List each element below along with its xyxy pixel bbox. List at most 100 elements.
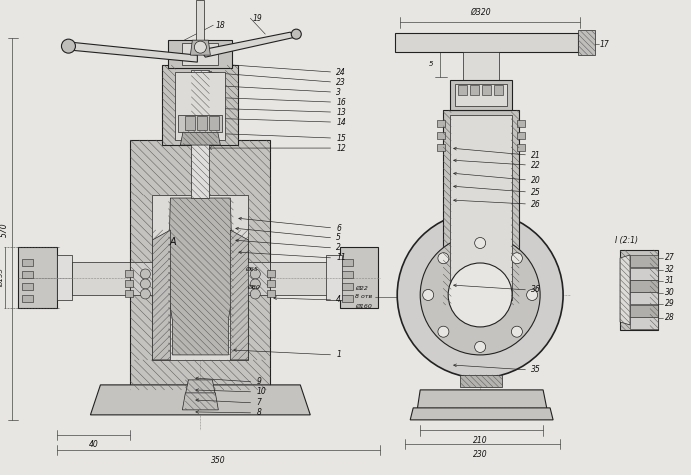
Text: A: A bbox=[169, 237, 176, 247]
Text: 8 отв: 8 отв bbox=[355, 294, 372, 299]
Text: 570: 570 bbox=[0, 223, 9, 238]
Text: 22: 22 bbox=[531, 161, 541, 170]
Polygon shape bbox=[185, 380, 216, 395]
Bar bbox=[437, 120, 445, 127]
Text: 6: 6 bbox=[337, 224, 341, 232]
Polygon shape bbox=[190, 40, 210, 55]
Polygon shape bbox=[70, 42, 198, 62]
Bar bbox=[463, 52, 499, 80]
Text: Ø80: Ø80 bbox=[247, 285, 261, 290]
Bar bbox=[342, 295, 353, 302]
Polygon shape bbox=[410, 408, 553, 420]
Polygon shape bbox=[176, 72, 225, 140]
Polygon shape bbox=[270, 262, 340, 295]
Bar bbox=[23, 259, 33, 266]
Circle shape bbox=[397, 212, 563, 378]
Circle shape bbox=[438, 253, 449, 264]
Circle shape bbox=[527, 289, 538, 301]
Text: Ø65: Ø65 bbox=[245, 267, 258, 272]
Text: 17: 17 bbox=[600, 39, 610, 48]
Polygon shape bbox=[131, 140, 270, 390]
Bar bbox=[460, 375, 502, 387]
Bar bbox=[437, 144, 445, 151]
Bar bbox=[342, 271, 353, 278]
Text: 9: 9 bbox=[256, 378, 261, 386]
Text: 19: 19 bbox=[252, 14, 262, 23]
Polygon shape bbox=[169, 40, 232, 68]
Text: 350: 350 bbox=[211, 456, 226, 465]
Text: 40: 40 bbox=[88, 440, 98, 449]
Bar bbox=[437, 132, 445, 139]
Text: 11: 11 bbox=[337, 254, 346, 263]
Text: 10: 10 bbox=[256, 388, 266, 397]
Text: 210: 210 bbox=[473, 436, 487, 445]
Text: Ø160: Ø160 bbox=[355, 304, 372, 308]
Bar bbox=[630, 280, 658, 292]
Circle shape bbox=[475, 238, 486, 248]
Bar bbox=[630, 268, 658, 280]
Polygon shape bbox=[182, 43, 218, 65]
Bar bbox=[443, 110, 519, 305]
Bar bbox=[267, 290, 275, 297]
Circle shape bbox=[423, 289, 434, 301]
Bar bbox=[450, 80, 512, 110]
Bar bbox=[125, 270, 133, 277]
Polygon shape bbox=[91, 385, 310, 415]
Bar bbox=[630, 317, 658, 329]
Bar bbox=[342, 283, 353, 290]
Text: 24: 24 bbox=[337, 67, 346, 76]
Polygon shape bbox=[73, 262, 131, 295]
Text: 29: 29 bbox=[665, 299, 675, 308]
Polygon shape bbox=[131, 262, 155, 295]
Text: 230: 230 bbox=[473, 450, 487, 459]
Text: Ø320: Ø320 bbox=[470, 8, 491, 17]
Text: 32: 32 bbox=[665, 266, 675, 275]
Polygon shape bbox=[230, 230, 248, 360]
Polygon shape bbox=[153, 230, 171, 360]
Polygon shape bbox=[395, 33, 578, 52]
Bar bbox=[517, 120, 525, 127]
Polygon shape bbox=[169, 198, 232, 355]
Bar bbox=[450, 115, 512, 300]
Circle shape bbox=[140, 279, 151, 289]
Polygon shape bbox=[620, 250, 658, 330]
Text: 36: 36 bbox=[531, 285, 541, 294]
Text: 13: 13 bbox=[337, 108, 346, 116]
Text: 8: 8 bbox=[256, 408, 261, 418]
Text: 2: 2 bbox=[337, 244, 341, 253]
Polygon shape bbox=[191, 70, 209, 198]
Bar bbox=[482, 85, 491, 95]
Bar bbox=[630, 305, 658, 317]
Circle shape bbox=[438, 326, 449, 337]
Polygon shape bbox=[620, 255, 630, 325]
Text: 25: 25 bbox=[531, 188, 541, 197]
Bar bbox=[455, 84, 507, 106]
Circle shape bbox=[140, 289, 151, 299]
Text: 15: 15 bbox=[337, 133, 346, 142]
Polygon shape bbox=[245, 262, 270, 295]
Circle shape bbox=[140, 269, 151, 279]
Bar bbox=[267, 270, 275, 277]
Polygon shape bbox=[200, 32, 295, 57]
Bar bbox=[630, 255, 658, 267]
Bar bbox=[185, 116, 196, 130]
Text: 5: 5 bbox=[428, 61, 433, 67]
Text: 14: 14 bbox=[337, 118, 346, 126]
Text: 7: 7 bbox=[256, 399, 261, 408]
Circle shape bbox=[511, 253, 522, 264]
Text: 30: 30 bbox=[665, 288, 675, 297]
Text: 21: 21 bbox=[531, 151, 541, 160]
Bar bbox=[23, 283, 33, 290]
Polygon shape bbox=[340, 247, 378, 308]
Circle shape bbox=[194, 41, 207, 53]
Bar bbox=[517, 132, 525, 139]
Circle shape bbox=[420, 235, 540, 355]
Polygon shape bbox=[180, 130, 220, 145]
Polygon shape bbox=[196, 0, 205, 43]
Text: 35: 35 bbox=[531, 365, 541, 374]
Text: 27: 27 bbox=[665, 254, 675, 263]
Text: Ø195: Ø195 bbox=[0, 268, 5, 287]
Text: I (2:1): I (2:1) bbox=[615, 236, 638, 245]
Text: 5: 5 bbox=[337, 234, 341, 243]
Circle shape bbox=[250, 279, 261, 289]
